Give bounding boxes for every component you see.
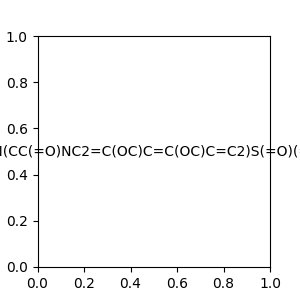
Text: CCOC1=CC=C(C=C1)N(CC(=O)NC2=C(OC)C=C(OC)C=C2)S(=O)(=O)C3=CC=C(SC)C=C3: CCOC1=CC=C(C=C1)N(CC(=O)NC2=C(OC)C=C(OC)… xyxy=(0,145,300,158)
